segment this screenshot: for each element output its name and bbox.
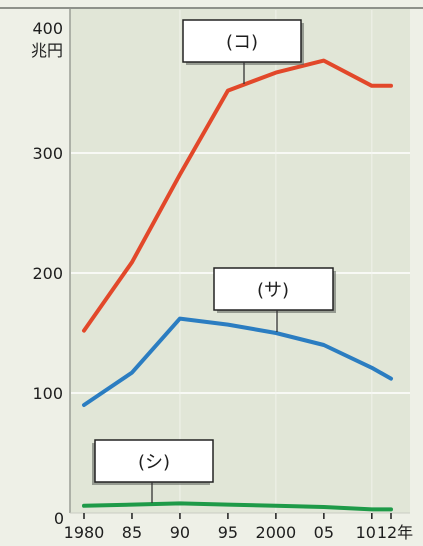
series-label-ko: (コ) xyxy=(182,19,304,84)
y-tick-label: 0 xyxy=(54,509,64,528)
x-tick-label: 90 xyxy=(170,523,190,542)
series-line-0 xyxy=(82,58,393,333)
axis-ticks xyxy=(83,513,392,519)
plot-area xyxy=(70,9,410,513)
y-tick-label: 400 xyxy=(32,19,63,38)
series-name-label: (コ) xyxy=(226,32,258,53)
axis-labels: 1980 85 90 95 2000 05 10 12年 0 100 200 300 400 兆円 xyxy=(31,19,413,542)
series-name-label: (シ) xyxy=(138,452,170,473)
y-tick-label: 100 xyxy=(32,384,63,403)
x-tick-label: 12年 xyxy=(377,523,413,542)
x-tick-label: 1980 xyxy=(64,523,105,542)
label-box xyxy=(94,439,214,483)
x-tick-label: 10 xyxy=(356,523,376,542)
series-name-label: (サ) xyxy=(257,280,289,301)
series-label-sa: (サ) xyxy=(213,267,336,332)
series-label-shi: (シ) xyxy=(92,439,214,503)
x-tick-label: 2000 xyxy=(256,523,297,542)
x-tick-label: 05 xyxy=(314,523,334,542)
y-tick-label: 300 xyxy=(32,144,63,163)
series-line-1 xyxy=(82,316,393,407)
x-tick-label: 85 xyxy=(122,523,142,542)
y-axis-unit-label: 兆円 xyxy=(31,41,63,60)
series-line-2 xyxy=(82,501,393,512)
y-tick-label: 200 xyxy=(32,264,63,283)
series-lines xyxy=(82,58,393,512)
gridlines xyxy=(71,10,410,513)
x-tick-label: 95 xyxy=(218,523,238,542)
label-box xyxy=(182,19,302,63)
label-box xyxy=(213,267,334,311)
